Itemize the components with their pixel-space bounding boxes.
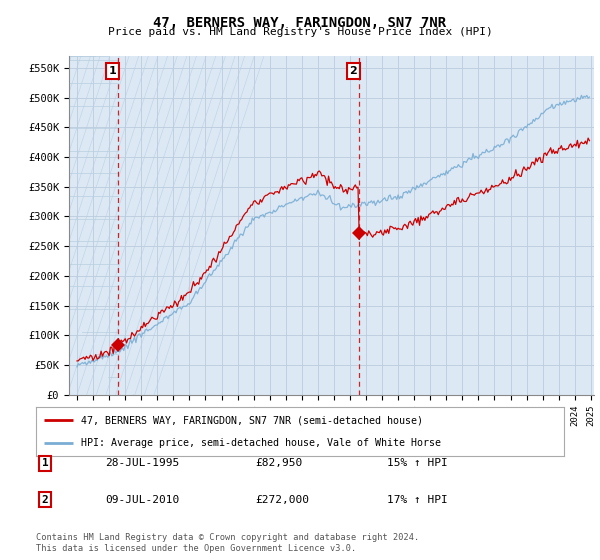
Text: 47, BERNERS WAY, FARINGDON, SN7 7NR (semi-detached house): 47, BERNERS WAY, FARINGDON, SN7 7NR (sem… (81, 416, 423, 426)
Text: 1: 1 (41, 458, 49, 468)
Text: 1: 1 (109, 66, 116, 76)
Text: 17% ↑ HPI: 17% ↑ HPI (387, 494, 448, 505)
Text: 28-JUL-1995: 28-JUL-1995 (105, 458, 179, 468)
Text: 09-JUL-2010: 09-JUL-2010 (105, 494, 179, 505)
Text: 2: 2 (41, 494, 49, 505)
Text: HPI: Average price, semi-detached house, Vale of White Horse: HPI: Average price, semi-detached house,… (81, 438, 441, 448)
Text: 15% ↑ HPI: 15% ↑ HPI (387, 458, 448, 468)
Text: Price paid vs. HM Land Registry's House Price Index (HPI): Price paid vs. HM Land Registry's House … (107, 27, 493, 37)
Text: £82,950: £82,950 (255, 458, 302, 468)
Text: £272,000: £272,000 (255, 494, 309, 505)
Text: 47, BERNERS WAY, FARINGDON, SN7 7NR: 47, BERNERS WAY, FARINGDON, SN7 7NR (154, 16, 446, 30)
Text: Contains HM Land Registry data © Crown copyright and database right 2024.
This d: Contains HM Land Registry data © Crown c… (36, 533, 419, 553)
Bar (61, 56, 118, 395)
Text: 2: 2 (349, 66, 357, 76)
